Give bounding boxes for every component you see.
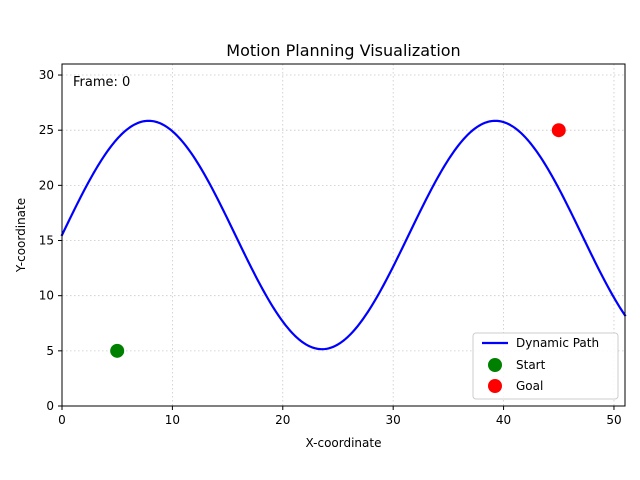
y-axis-label: Y-coordinate <box>14 198 28 273</box>
x-tick-label-20: 20 <box>275 413 290 427</box>
legend-box <box>472 332 619 400</box>
legend: Dynamic Path Start Goal <box>472 332 619 400</box>
y-axis-ticks: 0 5 10 15 20 25 30 <box>39 68 62 413</box>
x-tick-label-10: 10 <box>165 413 180 427</box>
goal-point <box>551 123 566 138</box>
legend-goal-swatch <box>488 379 502 393</box>
y-tick-label-20: 20 <box>39 178 54 192</box>
y-tick-label-15: 15 <box>39 234 54 248</box>
legend-goal-label: Goal <box>516 379 543 393</box>
y-tick-label-0: 0 <box>46 399 54 413</box>
start-point <box>110 343 125 358</box>
y-tick-label-5: 5 <box>46 344 54 358</box>
legend-dynamic-path-label: Dynamic Path <box>516 336 599 350</box>
y-tick-label-25: 25 <box>39 123 54 137</box>
y-tick-label-30: 30 <box>39 68 54 82</box>
x-axis-label: X-coordinate <box>306 436 382 450</box>
x-tick-label-0: 0 <box>58 413 66 427</box>
legend-start-swatch <box>488 358 502 372</box>
frame-annotation: Frame: 0 <box>73 75 130 90</box>
x-tick-label-50: 50 <box>606 413 621 427</box>
x-tick-label-30: 30 <box>386 413 401 427</box>
legend-start-label: Start <box>516 358 546 372</box>
dynamic-path-line <box>60 119 627 351</box>
chart-title: Motion Planning Visualization <box>226 41 460 60</box>
axes-frame <box>61 63 626 407</box>
y-tick-label-10: 10 <box>39 289 54 303</box>
x-axis-ticks: 0 10 20 30 40 50 <box>58 406 622 427</box>
x-tick-label-40: 40 <box>496 413 511 427</box>
